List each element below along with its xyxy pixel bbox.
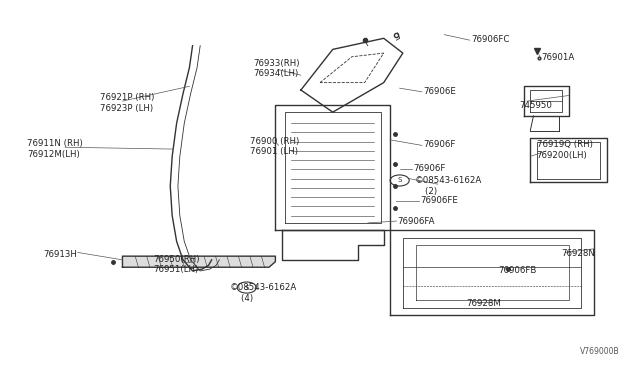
Polygon shape — [122, 256, 275, 267]
Text: 76921P (RH)
76923P (LH): 76921P (RH) 76923P (LH) — [100, 93, 154, 113]
Text: 76950(RH)
76951(LH): 76950(RH) 76951(LH) — [153, 255, 200, 274]
Text: 76900 (RH)
76901 (LH): 76900 (RH) 76901 (LH) — [250, 137, 299, 156]
Text: 76928M: 76928M — [467, 299, 501, 308]
Text: S: S — [397, 177, 402, 183]
Text: 76906FA: 76906FA — [397, 217, 435, 226]
Text: 76906FB: 76906FB — [499, 266, 537, 275]
Text: 76901A: 76901A — [541, 53, 574, 62]
Text: ©08543-6162A
    (4): ©08543-6162A (4) — [230, 283, 297, 303]
Text: 76913H: 76913H — [43, 250, 77, 259]
Text: ©08543-6162A
    (2): ©08543-6162A (2) — [414, 176, 481, 196]
Text: V769000B: V769000B — [580, 347, 620, 356]
Text: S: S — [244, 285, 249, 291]
Text: 745950: 745950 — [519, 101, 552, 110]
Text: 76906F: 76906F — [413, 164, 446, 173]
Text: 76911N (RH)
76912M(LH): 76911N (RH) 76912M(LH) — [27, 140, 83, 159]
Text: 76919Q (RH)
769200(LH): 76919Q (RH) 769200(LH) — [537, 140, 593, 160]
Text: 76928N: 76928N — [561, 249, 595, 258]
Text: 76906F: 76906F — [423, 140, 456, 149]
Text: 76906FC: 76906FC — [471, 35, 509, 44]
Text: 76906FE: 76906FE — [420, 196, 458, 205]
Text: 76906E: 76906E — [423, 87, 456, 96]
Text: 76933(RH)
76934(LH): 76933(RH) 76934(LH) — [253, 59, 300, 78]
